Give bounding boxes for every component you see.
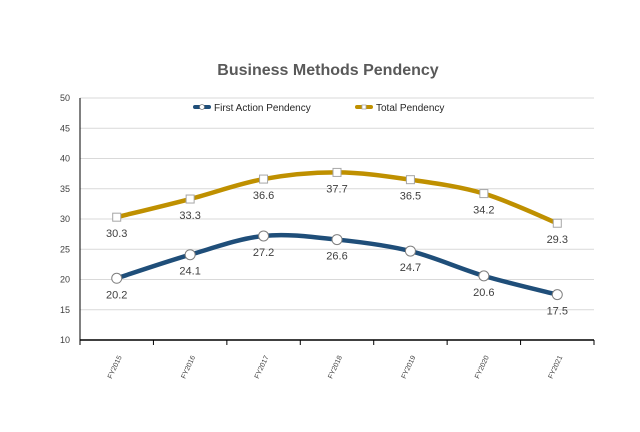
data-point xyxy=(478,270,490,282)
x-tick-label: FY2019 xyxy=(401,355,418,380)
data-point xyxy=(551,289,563,301)
x-tick-label: FY2016 xyxy=(180,355,197,380)
y-tick-label: 50 xyxy=(60,93,70,103)
gridlines xyxy=(80,97,594,311)
data-point xyxy=(185,194,195,204)
legend-marker xyxy=(361,104,367,110)
data-point xyxy=(111,272,123,284)
x-axis-ticks: FY2015 FY2016 FY2017 FY2018 FY2019 FY2020 FY20… xyxy=(107,355,564,380)
data-label: 29.3 xyxy=(547,234,568,246)
data-label: 24.1 xyxy=(179,266,200,278)
data-label: 17.5 xyxy=(547,306,568,318)
data-point xyxy=(112,212,122,222)
data-point xyxy=(404,245,416,257)
chart-title: Business Methods Pendency xyxy=(217,62,438,79)
data-label: 26.6 xyxy=(326,251,347,263)
y-tick-label: 45 xyxy=(60,123,70,133)
data-point xyxy=(331,234,343,246)
legend: First Action Pendency Total Pendency xyxy=(193,103,444,114)
data-label: 36.5 xyxy=(400,191,421,203)
data-point xyxy=(259,174,269,184)
series-layer xyxy=(111,167,563,301)
y-axis-ticks: 10 15 20 25 30 35 40 45 50 xyxy=(60,93,70,345)
y-tick-label: 30 xyxy=(60,214,70,224)
data-point xyxy=(184,249,196,261)
data-point xyxy=(332,167,342,177)
data-label: 33.3 xyxy=(179,210,200,222)
data-label: 24.7 xyxy=(400,262,421,274)
axes xyxy=(79,98,595,345)
data-label: 20.6 xyxy=(473,287,494,299)
data-point xyxy=(405,175,415,185)
data-label: 20.2 xyxy=(106,289,127,301)
y-tick-label: 25 xyxy=(60,244,70,254)
data-label: 27.2 xyxy=(253,247,274,259)
x-tick-label: FY2018 xyxy=(327,355,344,380)
data-point xyxy=(258,230,270,242)
data-label: 37.7 xyxy=(326,183,347,195)
x-tick-label: FY2015 xyxy=(107,355,124,380)
y-tick-label: 40 xyxy=(60,154,70,164)
x-tick-label: FY2021 xyxy=(548,355,565,380)
data-label: 30.3 xyxy=(106,228,127,240)
x-tick-label: FY2017 xyxy=(254,355,271,380)
y-tick-label: 35 xyxy=(60,184,70,194)
y-tick-label: 10 xyxy=(60,335,70,345)
legend-marker xyxy=(199,104,205,110)
legend-label: First Action Pendency xyxy=(214,103,311,114)
data-point xyxy=(552,218,562,228)
data-label: 36.6 xyxy=(253,190,274,202)
y-tick-label: 15 xyxy=(60,305,70,315)
data-point xyxy=(479,189,489,199)
data-labels: 20.2 24.1 27.2 26.6 24.7 20.6 17.5 30.3 33.3 36.6… xyxy=(106,183,568,317)
legend-label: Total Pendency xyxy=(376,103,444,114)
y-tick-label: 20 xyxy=(60,275,70,285)
x-tick-label: FY2020 xyxy=(474,355,491,380)
data-label: 34.2 xyxy=(473,205,494,217)
